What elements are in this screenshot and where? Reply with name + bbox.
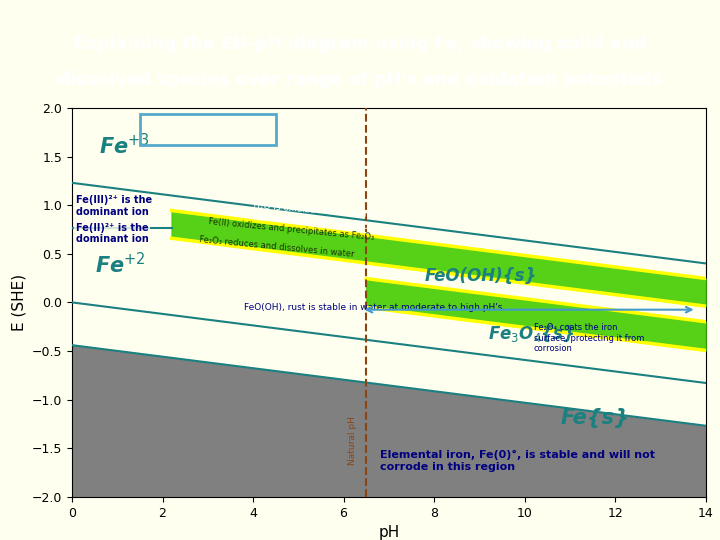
Text: Fe(II)²⁺ is the
dominant ion: Fe(II)²⁺ is the dominant ion [76,222,148,244]
Text: Fe(III)²⁺ is the
dominant ion: Fe(III)²⁺ is the dominant ion [76,195,152,217]
Text: dissolved species over range of pH's and oxidation potentials: dissolved species over range of pH's and… [58,71,662,89]
Text: Explaining the EH-pH diagram using Fe, showing solid and: Explaining the EH-pH diagram using Fe, s… [73,35,647,53]
Text: H₂O is oxidized to O₂ and H⁺: H₂O is oxidized to O₂ and H⁺ [253,201,381,220]
Text: Fe$^{+2}$: Fe$^{+2}$ [94,252,145,277]
Text: Fe₂O₃ reduces and dissolves in water: Fe₂O₃ reduces and dissolves in water [199,235,355,259]
Text: H₂O is stable and aerated: H₂O is stable and aerated [253,213,369,231]
Text: Natural pH: Natural pH [348,416,357,465]
Bar [140,114,276,145]
Text: Fe$_3$O$_4${s}: Fe$_3$O$_4${s} [488,323,575,345]
Text: Elemental iron, Fe(0)°, is stable and will not
corrode in this region: Elemental iron, Fe(0)°, is stable and wi… [379,450,654,471]
Y-axis label: E (SHE): E (SHE) [12,274,26,331]
Text: FeO(OH){s}: FeO(OH){s} [425,267,537,285]
Text: FeO(OH), rust is stable in water at moderate to high pH's: FeO(OH), rust is stable in water at mode… [244,303,503,312]
Text: Fe{s}: Fe{s} [561,408,630,428]
Text: Fe$^{+3}$: Fe$^{+3}$ [99,133,150,159]
Text: Fe₂O₄ coats the iron
surface, protecting it from
corrosion: Fe₂O₄ coats the iron surface, protecting… [534,323,644,353]
X-axis label: pH: pH [378,525,400,540]
Text: Fe(II) oxidizes and precipitates as Fe₂O₃: Fe(II) oxidizes and precipitates as Fe₂O… [208,217,374,242]
